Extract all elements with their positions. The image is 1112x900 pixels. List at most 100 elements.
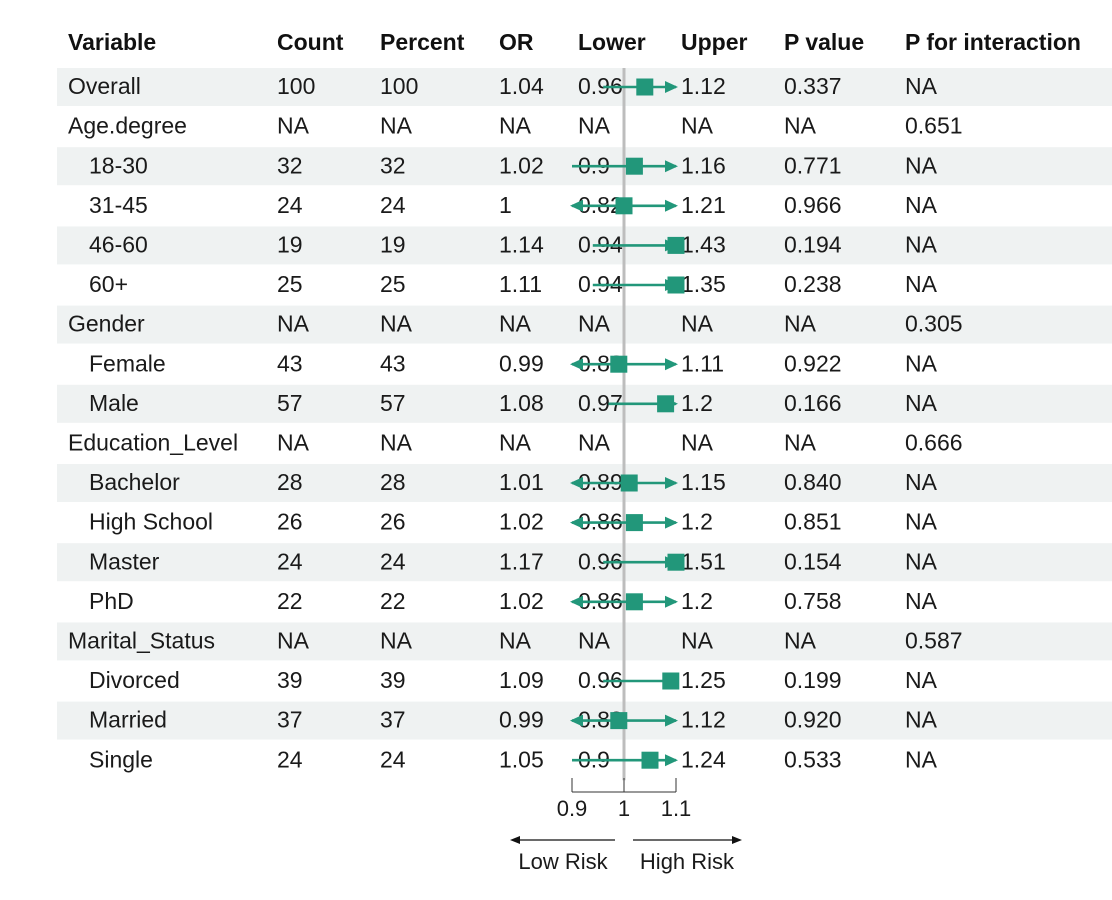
table-cell-p-value: 0.922 (784, 350, 842, 376)
table-cell-upper: 1.24 (681, 746, 726, 772)
table-cell-p-interaction: 0.587 (905, 627, 963, 653)
table-cell-variable: Marital_Status (68, 627, 215, 653)
table-cell-count: NA (277, 627, 310, 653)
table-cell-variable: Master (89, 548, 160, 574)
table-cell-p-interaction: NA (905, 231, 938, 257)
table-cell-p-value: NA (784, 311, 817, 337)
table-cell-count: 57 (277, 390, 303, 416)
row-stripe (57, 305, 1112, 344)
table-cell-percent: NA (380, 113, 413, 139)
table-cell-or: 1.11 (499, 271, 542, 297)
table-cell-p-value: 0.840 (784, 469, 842, 495)
table-cell-percent: NA (380, 429, 413, 455)
table-cell-p-value: 0.199 (784, 667, 842, 693)
table-cell-or: 1.05 (499, 746, 544, 772)
table-cell-percent: 24 (380, 548, 406, 574)
table-cell-p-interaction: NA (905, 588, 938, 614)
table-cell-percent: 39 (380, 667, 406, 693)
table-cell-p-interaction: 0.666 (905, 429, 963, 455)
table-cell-p-value: 0.166 (784, 390, 842, 416)
table-cell-or: 1.02 (499, 152, 544, 178)
or-point (667, 276, 685, 294)
table-cell-percent: 26 (380, 509, 406, 535)
table-cell-count: 43 (277, 350, 303, 376)
table-cell-upper: 1.51 (681, 548, 726, 574)
table-cell-lower: NA (578, 113, 611, 139)
table-cell-variable: Gender (68, 311, 145, 337)
ci-arrow-right (665, 160, 678, 173)
table-cell-variable: 18-30 (89, 152, 148, 178)
table-cell-percent: 24 (380, 746, 406, 772)
or-point (610, 355, 628, 373)
ci-arrow-left (570, 199, 583, 212)
table-cell-upper: 1.2 (681, 390, 713, 416)
table-cell-or: 1.08 (499, 390, 544, 416)
table-cell-or: 1.09 (499, 667, 544, 693)
table-cell-percent: 24 (380, 192, 406, 218)
row-stripe (57, 68, 1112, 106)
table-cell-count: 19 (277, 231, 303, 257)
table-cell-p-interaction: NA (905, 667, 938, 693)
table-cell-p-interaction: NA (905, 390, 938, 416)
table-cell-count: NA (277, 429, 310, 455)
table-cell-count: 32 (277, 152, 303, 178)
table-cell-p-value: 0.851 (784, 509, 842, 535)
table-cell-upper: 1.11 (681, 350, 724, 376)
column-headers: Variable Count Percent OR Lower Upper P value P… (68, 29, 1081, 55)
ci-arrow-left (570, 595, 583, 608)
table-cell-p-interaction: NA (905, 746, 938, 772)
table-cell-count: 22 (277, 588, 303, 614)
table-cell-count: 26 (277, 509, 303, 535)
or-point (636, 78, 654, 96)
ci-arrow-right (665, 199, 678, 212)
table-cell-p-interaction: NA (905, 192, 938, 218)
ci-arrow-right (665, 516, 678, 529)
ci-arrow-left (570, 714, 583, 727)
table-cell-p-value: 0.238 (784, 271, 842, 297)
table-cell-count: NA (277, 311, 310, 337)
column-header: Variable (68, 29, 156, 55)
or-point (625, 514, 643, 532)
column-header: Count (277, 29, 344, 55)
table-cell-p-interaction: NA (905, 350, 938, 376)
or-point (615, 197, 633, 215)
or-point (667, 236, 685, 254)
table-cell-percent: 32 (380, 152, 406, 178)
table-cell-p-value: 0.154 (784, 548, 842, 574)
or-point (625, 593, 643, 611)
table-body: Overall 100 100 1.04 0.96 1.12 0.337 NAAge.degr… (68, 73, 963, 772)
table-cell-p-interaction: 0.651 (905, 113, 963, 139)
table-cell-upper: 1.15 (681, 469, 726, 495)
table-cell-or: 1.02 (499, 509, 544, 535)
table-cell-p-interaction: NA (905, 509, 938, 535)
or-point (667, 553, 685, 571)
table-cell-variable: Divorced (89, 667, 180, 693)
or-point (657, 395, 675, 413)
table-cell-p-interaction: NA (905, 548, 938, 574)
table-cell-variable: 60+ (89, 271, 128, 297)
column-header: P for interaction (905, 29, 1081, 55)
or-point (662, 672, 680, 690)
table-cell-variable: Female (89, 350, 166, 376)
ci-marks (570, 78, 685, 769)
high-risk-arrowhead (732, 836, 742, 844)
table-cell-upper: 1.16 (681, 152, 726, 178)
table-cell-variable: Bachelor (89, 469, 180, 495)
table-cell-percent: 57 (380, 390, 406, 416)
table-cell-or: NA (499, 311, 532, 337)
table-cell-count: NA (277, 113, 310, 139)
table-cell-p-interaction: NA (905, 152, 938, 178)
table-cell-or: 1 (499, 192, 512, 218)
table-cell-upper: 1.12 (681, 707, 726, 733)
table-cell-or: 0.99 (499, 350, 544, 376)
risk-direction-arrows: Low Risk High Risk (510, 836, 742, 874)
table-cell-percent: 25 (380, 271, 406, 297)
table-cell-variable: Overall (68, 73, 141, 99)
table-cell-upper: NA (681, 311, 714, 337)
table-cell-variable: PhD (89, 588, 134, 614)
table-cell-p-interaction: NA (905, 469, 938, 495)
column-header: Upper (681, 29, 748, 55)
table-cell-percent: 22 (380, 588, 406, 614)
low-risk-label: Low Risk (518, 849, 608, 874)
